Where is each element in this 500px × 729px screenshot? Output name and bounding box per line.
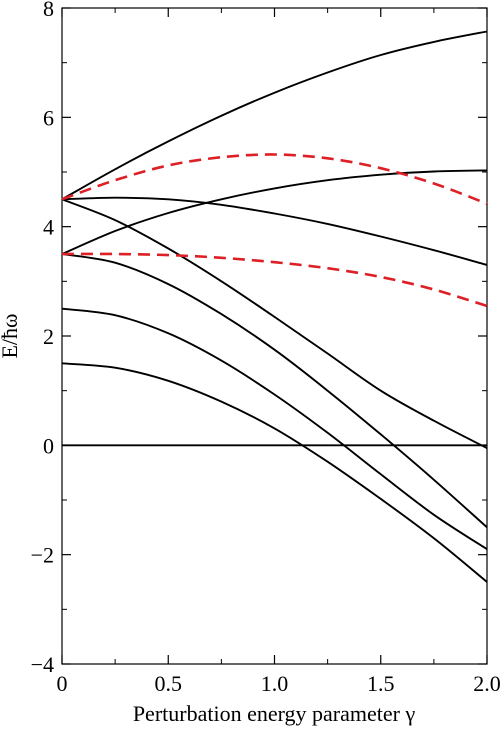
x-tick-label: 1.5 [367, 671, 395, 696]
plot-frame [61, 7, 488, 665]
dashed-series-line-8 [61, 153, 488, 205]
axis-ticks [61, 7, 488, 665]
dashed-series-line-9 [61, 252, 488, 308]
x-tick-label: 0.5 [155, 671, 183, 696]
y-tick-label: 4 [43, 215, 54, 240]
x-tick-label: 2.0 [473, 671, 500, 696]
series-line-4 [61, 198, 488, 449]
y-axis-label: E/ħω [0, 313, 22, 358]
y-tick-label: 6 [43, 105, 54, 130]
y-tick-label: 8 [43, 0, 54, 21]
x-axis-label: Perturbation energy parameter γ [133, 701, 416, 726]
plot-border [61, 7, 488, 665]
series-line-3 [61, 253, 488, 529]
series-line-5 [61, 196, 488, 266]
tick-labels: 0 0.5 1.0 1.5 2.0 −4 −2 0 2 4 6 8 [31, 0, 500, 696]
series-line-6 [61, 169, 488, 255]
y-tick-label: 2 [43, 324, 54, 349]
series-line-2 [61, 307, 488, 551]
x-tick-label: 0 [57, 671, 68, 696]
series-line-1 [61, 362, 488, 583]
y-tick-label: −4 [31, 652, 54, 677]
y-tick-label: −2 [31, 543, 54, 568]
series-group [61, 30, 488, 583]
y-tick-label: 0 [43, 433, 54, 458]
series-line-7 [61, 30, 488, 201]
x-tick-label: 1.0 [261, 671, 289, 696]
